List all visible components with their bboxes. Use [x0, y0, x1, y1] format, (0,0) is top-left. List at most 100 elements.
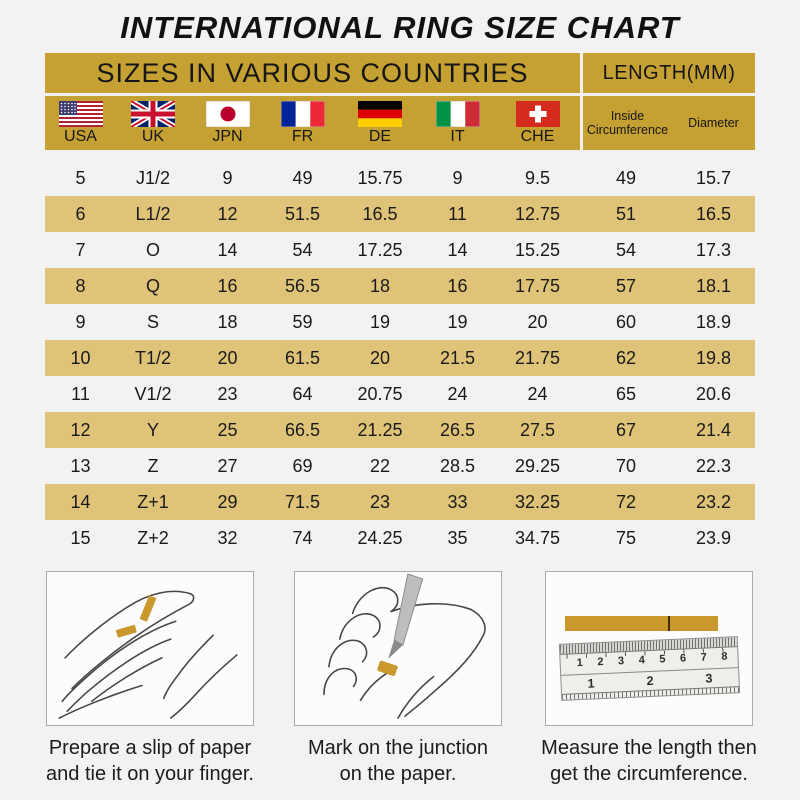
table-cell: 25 — [217, 419, 238, 440]
uk-flag-icon — [131, 101, 175, 127]
table-row: 15 Z+2 32 74 24.25 35 34.75 75 23.9 — [45, 520, 755, 556]
table-cell: 57 — [615, 275, 637, 296]
table-cell: Z+2 — [137, 527, 169, 548]
column-header-inside-circumference: Inside Circumference — [580, 96, 672, 150]
table-row: 6 L1/2 12 51.5 16.5 11 12.75 51 16.5 — [45, 196, 755, 232]
table-cell: 15 — [70, 527, 91, 548]
step-3-illustration-box: 1 2 3 4 5 6 7 8 1 2 3 — [545, 571, 753, 726]
table-cell: 67 — [615, 419, 637, 440]
table-cell: Y — [146, 419, 159, 440]
country-label: CHE — [520, 128, 555, 145]
caption-line: Mark on the junction — [307, 737, 489, 759]
table-cell: 75 — [615, 527, 637, 548]
table-cell: O — [145, 239, 160, 260]
step-prepare-paper: Prepare a slip of paper and tie it on yo… — [46, 571, 254, 787]
caption-line: and tie it on your finger. — [46, 763, 254, 785]
step-2-caption: Mark on the junction on the paper. — [294, 735, 502, 787]
table-cell: Z — [147, 455, 159, 476]
table-cell: 72 — [615, 491, 637, 512]
country-label: DE — [368, 128, 392, 145]
table-cell: 69 — [292, 455, 313, 476]
table-row: 13 Z 27 69 22 28.5 29.25 70 22.3 — [45, 448, 755, 484]
country-header-fr: FR — [265, 96, 340, 150]
table-cell: 10 — [70, 347, 91, 368]
table-cell: 20 — [369, 347, 391, 368]
size-chart-table: SIZES IN VARIOUS COUNTRIES LENGTH(MM) — [45, 53, 755, 556]
table-cell: 27 — [217, 455, 238, 476]
table-cell: 13 — [70, 455, 91, 476]
ruler-number: 3 — [617, 655, 625, 668]
table-row: 10 T1/2 20 61.5 20 21.5 21.75 62 19.8 — [45, 340, 755, 376]
table-cell: 61.5 — [284, 347, 321, 368]
caption-line: Prepare a slip of paper — [48, 737, 252, 759]
table-cell: 74 — [292, 527, 313, 548]
table-cell: 21.75 — [514, 347, 561, 368]
group-header-sizes: SIZES IN VARIOUS COUNTRIES — [45, 53, 580, 93]
table-cell: 17.25 — [357, 239, 403, 260]
table-cell: 49 — [615, 167, 637, 188]
table-cell: Q — [145, 275, 160, 296]
table-cell: S — [146, 311, 159, 332]
table-cell: 34.75 — [514, 527, 561, 548]
table-cell: 22.3 — [695, 455, 732, 476]
table-cell: 24 — [447, 383, 468, 404]
table-cell: 17.3 — [695, 239, 732, 260]
table-cell: 21.5 — [439, 347, 476, 368]
country-label: UK — [141, 128, 165, 145]
country-header-de: DE — [340, 96, 420, 150]
table-cell: 59 — [292, 311, 313, 332]
ruler-number: 4 — [638, 654, 646, 667]
country-header-usa: USA — [45, 96, 116, 150]
table-cell: 18.1 — [695, 275, 732, 296]
italy-flag-icon — [435, 101, 480, 127]
table-cell: 66.5 — [284, 419, 321, 440]
table-cell: 5 — [75, 167, 86, 188]
table-country-header-row: USA UK JPN — [45, 96, 755, 150]
table-cell: 11 — [71, 383, 90, 404]
table-cell: 15.75 — [357, 167, 403, 188]
table-cell: 51 — [615, 203, 637, 224]
table-cell: 21.25 — [357, 419, 403, 440]
country-header-it: IT — [420, 96, 495, 150]
table-cell: 64 — [292, 383, 313, 404]
table-cell: 29 — [217, 491, 238, 512]
table-cell: 18 — [217, 311, 238, 332]
table-cell: 12 — [70, 419, 91, 440]
table-row: 5 J1/2 9 49 15.75 9 9.5 49 15.7 — [45, 160, 755, 196]
table-cell: Z+1 — [137, 491, 169, 512]
table-cell: 19 — [369, 311, 391, 332]
table-cell: 71.5 — [284, 491, 321, 512]
table-cell: 70 — [615, 455, 637, 476]
table-cell: 12 — [217, 203, 238, 224]
step-measure-length: 1 2 3 4 5 6 7 8 1 2 3 — [541, 571, 757, 787]
country-header-uk: UK — [116, 96, 190, 150]
country-label: FR — [291, 128, 314, 145]
table-cell: L1/2 — [135, 203, 171, 224]
ring-size-rows: 5 J1/2 9 49 15.75 9 9.5 49 15.7 6 L1/2 12 51.5 16.5 11… — [45, 160, 755, 556]
usa-flag-icon — [58, 101, 103, 127]
table-cell: 17.75 — [514, 275, 561, 296]
table-cell: 20 — [217, 347, 238, 368]
table-cell: 18 — [369, 275, 391, 296]
table-cell: 23 — [369, 491, 391, 512]
table-row: 12 Y 25 66.5 21.25 26.5 27.5 67 21.4 — [45, 412, 755, 448]
table-cell: 28.5 — [439, 455, 476, 476]
japan-flag-icon — [205, 101, 250, 127]
table-cell: T1/2 — [134, 347, 172, 368]
table-cell: 20 — [527, 311, 548, 332]
table-cell: 9 — [452, 167, 463, 188]
table-row: 8 Q 16 56.5 18 16 17.75 57 18.1 — [45, 268, 755, 304]
ruler-number: 3 — [705, 671, 713, 686]
table-cell: 16 — [447, 275, 468, 296]
table-cell: 27.5 — [519, 419, 556, 440]
table-row: 7 O 14 54 17.25 14 15.25 54 17.3 — [45, 232, 755, 268]
table-row: 9 S 18 59 19 19 20 60 18.9 — [45, 304, 755, 340]
table-cell: 32.25 — [514, 491, 561, 512]
table-cell: 49 — [292, 167, 313, 188]
table-cell: 20.6 — [695, 383, 732, 404]
ruler-number: 6 — [679, 652, 687, 665]
table-cell: 23 — [217, 383, 238, 404]
table-cell: 11 — [448, 203, 467, 224]
table-cell: 23.9 — [695, 527, 732, 548]
page-title: INTERNATIONAL RING SIZE CHART — [120, 10, 680, 45]
